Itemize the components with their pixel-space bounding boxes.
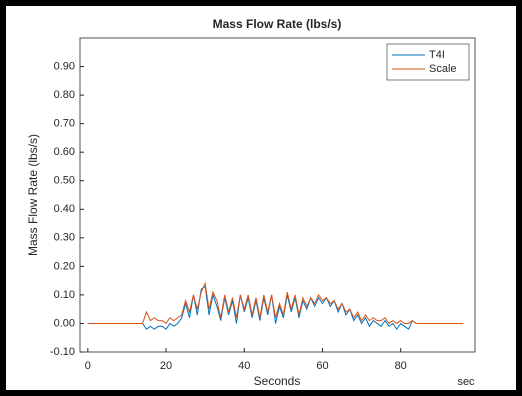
y-axis-label: Mass Flow Rate (lbs/s)	[26, 134, 40, 256]
x-tick-label: 0	[85, 360, 91, 372]
y-tick-label: 0.70	[54, 118, 75, 130]
y-tick-label: 0.10	[54, 289, 75, 301]
annotation: sec	[457, 376, 475, 388]
legend-label: Scale	[429, 63, 457, 75]
y-tick-label: -0.10	[50, 346, 75, 358]
x-tick-label: 60	[316, 360, 328, 372]
legend-label: T4I	[429, 49, 445, 61]
series-line	[87, 285, 464, 331]
y-tick-label: 0.50	[54, 175, 75, 187]
x-tick-label: 80	[395, 360, 407, 372]
y-tick-label: 0.20	[54, 260, 75, 272]
x-tick-label: 40	[238, 360, 250, 372]
x-axis-label: Seconds	[254, 374, 301, 388]
y-tick-label: 0.90	[54, 60, 75, 72]
series-line	[87, 281, 464, 325]
y-tick-label: 0.30	[54, 232, 75, 244]
y-tick-label: 0.80	[54, 89, 75, 101]
y-tick-label: 0.60	[54, 146, 75, 158]
x-tick-label: 20	[160, 360, 172, 372]
legend-box	[386, 43, 470, 81]
y-tick-label: 0.00	[54, 317, 75, 329]
chart-title: Mass Flow Rate (lbs/s)	[213, 17, 342, 31]
axes-box	[79, 37, 476, 353]
y-tick-label: 0.40	[54, 203, 75, 215]
